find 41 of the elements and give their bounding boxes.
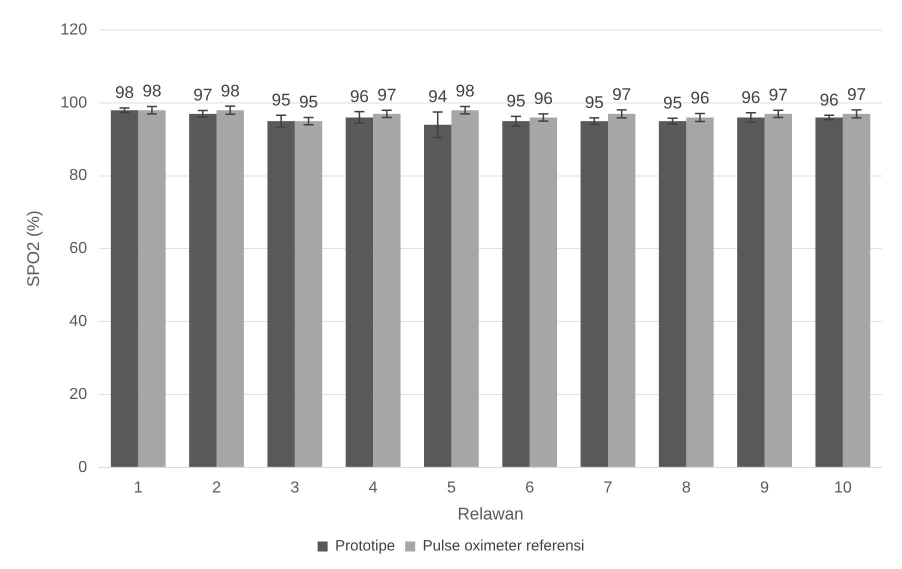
x-tick-label: 9 xyxy=(760,479,770,496)
data-label: 97 xyxy=(193,86,212,105)
x-axis-title: Relawan xyxy=(457,504,524,524)
x-tick-label: 8 xyxy=(682,479,691,496)
y-tick-label: 100 xyxy=(60,94,88,112)
data-label: 96 xyxy=(534,89,553,108)
data-label: 97 xyxy=(377,85,396,104)
x-tick-label: 3 xyxy=(290,479,300,496)
data-label: 95 xyxy=(663,93,682,112)
y-tick-label: 0 xyxy=(78,458,88,476)
y-tick-label: 60 xyxy=(69,240,88,258)
x-tick-label: 7 xyxy=(604,479,613,496)
data-label: 95 xyxy=(272,90,291,110)
data-label: 98 xyxy=(142,82,162,101)
data-label: 97 xyxy=(847,85,866,104)
x-tick-label: 4 xyxy=(368,479,378,496)
data-label: 94 xyxy=(428,87,448,106)
data-label: 95 xyxy=(299,92,318,112)
x-tick-label: 10 xyxy=(834,479,852,496)
data-label: 97 xyxy=(768,85,788,104)
y-tick-label: 80 xyxy=(69,167,88,184)
legend-label: Pulse oximeter referensi xyxy=(422,538,584,555)
y-axis-title: SPO2 (%) xyxy=(24,210,43,287)
data-label: 95 xyxy=(506,92,526,111)
x-tick-label: 5 xyxy=(446,479,456,496)
data-label: 96 xyxy=(820,90,839,110)
x-tick-label: 6 xyxy=(525,479,534,496)
data-label: 96 xyxy=(350,86,369,106)
data-label: 98 xyxy=(220,81,240,100)
y-tick-label: 20 xyxy=(69,386,88,403)
data-label: 98 xyxy=(456,82,475,101)
legend-label: Prototipe xyxy=(335,538,396,555)
x-tick-label: 1 xyxy=(134,479,143,496)
y-tick-label: 120 xyxy=(60,21,88,38)
data-label: 98 xyxy=(115,83,134,102)
data-label: 96 xyxy=(741,88,760,107)
y-tick-label: 40 xyxy=(69,313,88,330)
data-label: 96 xyxy=(690,88,710,108)
x-tick-label: 2 xyxy=(212,479,222,496)
data-label: 95 xyxy=(584,93,604,112)
data-label: 97 xyxy=(612,85,632,104)
